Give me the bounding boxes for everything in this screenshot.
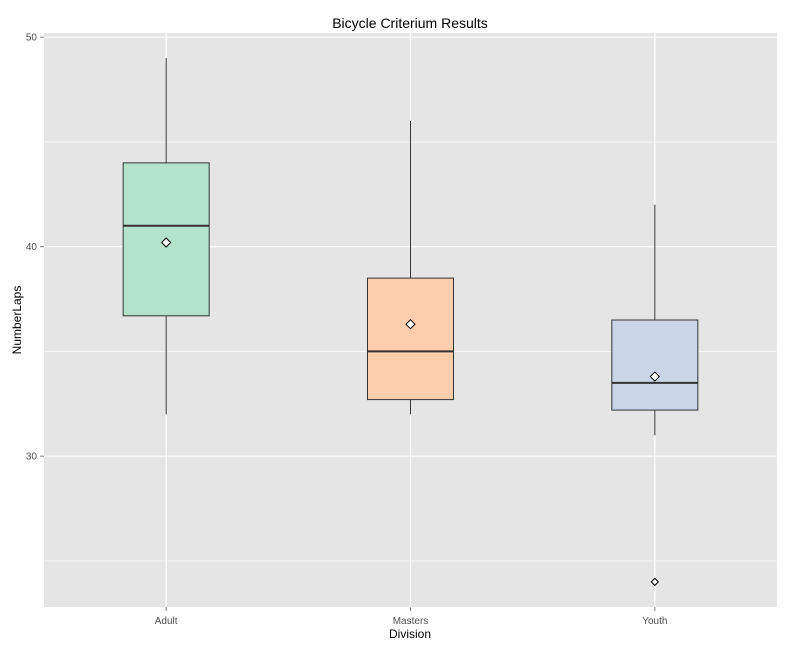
box-adult — [122, 58, 210, 415]
mean-marker — [160, 237, 172, 248]
box-iqr — [367, 277, 454, 401]
boxes-layer — [122, 58, 699, 587]
outlier-point — [650, 577, 660, 587]
box-masters — [367, 120, 454, 415]
x-axis-title: Division — [389, 627, 431, 641]
y-tick-label: 50 — [26, 33, 38, 44]
mean-marker — [405, 318, 416, 330]
chart-title: Bicycle Criterium Results — [332, 15, 488, 31]
axes-layer: 30 40 50 Adult Masters Youth — [26, 33, 668, 627]
x-tick-label: Masters — [393, 616, 429, 627]
y-tick-label: 30 — [26, 452, 38, 463]
y-tick-label: 40 — [26, 242, 38, 253]
box-iqr — [611, 319, 699, 411]
mean-marker — [649, 371, 661, 382]
x-tick-label: Youth — [642, 616, 667, 627]
y-axis-title: NumberLaps — [10, 286, 24, 355]
box-youth — [611, 204, 699, 587]
x-tick-label: Adult — [155, 616, 178, 627]
